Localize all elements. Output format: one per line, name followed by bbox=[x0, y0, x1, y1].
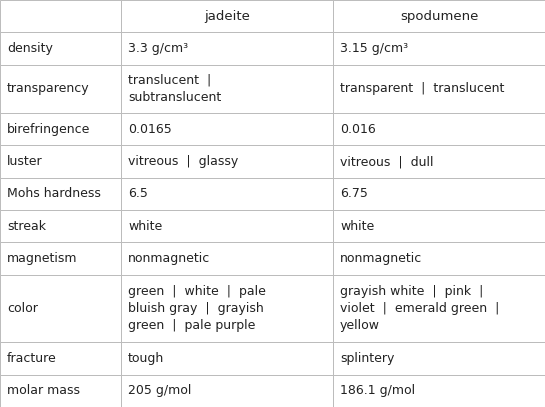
Bar bbox=[333, 210, 545, 242]
Text: transparent  |  translucent: transparent | translucent bbox=[340, 82, 505, 95]
Text: 3.15 g/cm³: 3.15 g/cm³ bbox=[340, 42, 408, 55]
Text: white: white bbox=[340, 220, 374, 233]
Bar bbox=[333, 0, 545, 32]
Bar bbox=[121, 0, 333, 32]
Bar bbox=[0, 0, 121, 32]
Text: 6.5: 6.5 bbox=[128, 187, 148, 200]
Bar bbox=[121, 65, 333, 113]
Bar bbox=[0, 32, 121, 65]
Bar bbox=[0, 242, 121, 275]
Text: Mohs hardness: Mohs hardness bbox=[7, 187, 101, 200]
Bar bbox=[333, 178, 545, 210]
Text: 186.1 g/mol: 186.1 g/mol bbox=[340, 384, 415, 397]
Bar bbox=[121, 145, 333, 178]
Text: white: white bbox=[128, 220, 162, 233]
Bar bbox=[121, 32, 333, 65]
Text: density: density bbox=[7, 42, 53, 55]
Bar bbox=[121, 242, 333, 275]
Text: molar mass: molar mass bbox=[7, 384, 80, 397]
Text: jadeite: jadeite bbox=[204, 10, 250, 23]
Text: luster: luster bbox=[7, 155, 43, 168]
Text: fracture: fracture bbox=[7, 352, 57, 365]
Text: spodumene: spodumene bbox=[400, 10, 478, 23]
Text: splintery: splintery bbox=[340, 352, 395, 365]
Text: magnetism: magnetism bbox=[7, 252, 77, 265]
Text: grayish white  |  pink  |
violet  |  emerald green  |
yellow: grayish white | pink | violet | emerald … bbox=[340, 285, 499, 332]
Bar bbox=[121, 375, 333, 407]
Bar bbox=[0, 65, 121, 113]
Text: tough: tough bbox=[128, 352, 165, 365]
Bar bbox=[0, 178, 121, 210]
Bar bbox=[0, 275, 121, 342]
Text: translucent  |
subtranslucent: translucent | subtranslucent bbox=[128, 74, 221, 104]
Bar bbox=[121, 113, 333, 145]
Text: green  |  white  |  pale
bluish gray  |  grayish
green  |  pale purple: green | white | pale bluish gray | grayi… bbox=[128, 285, 266, 332]
Text: 0.016: 0.016 bbox=[340, 123, 376, 136]
Bar bbox=[121, 210, 333, 242]
Bar bbox=[333, 65, 545, 113]
Text: 6.75: 6.75 bbox=[340, 187, 368, 200]
Text: color: color bbox=[7, 302, 38, 315]
Bar bbox=[333, 375, 545, 407]
Bar bbox=[333, 145, 545, 178]
Text: transparency: transparency bbox=[7, 82, 90, 95]
Bar bbox=[0, 375, 121, 407]
Bar bbox=[333, 242, 545, 275]
Text: streak: streak bbox=[7, 220, 46, 233]
Bar bbox=[333, 342, 545, 375]
Bar bbox=[333, 113, 545, 145]
Text: 205 g/mol: 205 g/mol bbox=[128, 384, 191, 397]
Text: vitreous  |  glassy: vitreous | glassy bbox=[128, 155, 238, 168]
Bar bbox=[0, 145, 121, 178]
Text: birefringence: birefringence bbox=[7, 123, 90, 136]
Text: 3.3 g/cm³: 3.3 g/cm³ bbox=[128, 42, 188, 55]
Bar bbox=[121, 342, 333, 375]
Bar bbox=[121, 178, 333, 210]
Text: vitreous  |  dull: vitreous | dull bbox=[340, 155, 434, 168]
Bar bbox=[0, 210, 121, 242]
Bar bbox=[121, 275, 333, 342]
Text: 0.0165: 0.0165 bbox=[128, 123, 172, 136]
Bar bbox=[333, 275, 545, 342]
Text: nonmagnetic: nonmagnetic bbox=[128, 252, 210, 265]
Bar bbox=[0, 342, 121, 375]
Bar bbox=[0, 113, 121, 145]
Bar bbox=[333, 32, 545, 65]
Text: nonmagnetic: nonmagnetic bbox=[340, 252, 422, 265]
